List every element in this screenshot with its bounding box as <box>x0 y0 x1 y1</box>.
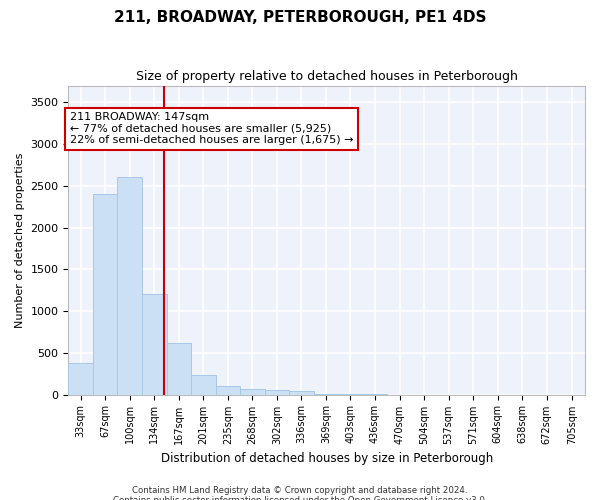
Bar <box>240 389 265 394</box>
Bar <box>118 178 142 394</box>
Y-axis label: Number of detached properties: Number of detached properties <box>15 152 25 328</box>
Text: 211, BROADWAY, PETERBOROUGH, PE1 4DS: 211, BROADWAY, PETERBOROUGH, PE1 4DS <box>114 10 486 25</box>
Bar <box>93 194 118 394</box>
Bar <box>215 386 240 394</box>
Bar <box>289 391 314 394</box>
X-axis label: Distribution of detached houses by size in Peterborough: Distribution of detached houses by size … <box>161 452 493 465</box>
Bar <box>191 374 215 394</box>
Text: Contains HM Land Registry data © Crown copyright and database right 2024.: Contains HM Land Registry data © Crown c… <box>132 486 468 495</box>
Text: 211 BROADWAY: 147sqm
← 77% of detached houses are smaller (5,925)
22% of semi-de: 211 BROADWAY: 147sqm ← 77% of detached h… <box>70 112 353 146</box>
Title: Size of property relative to detached houses in Peterborough: Size of property relative to detached ho… <box>136 70 518 83</box>
Bar <box>142 294 167 394</box>
Bar <box>68 363 93 394</box>
Bar <box>167 343 191 394</box>
Bar <box>265 390 289 394</box>
Text: Contains public sector information licensed under the Open Government Licence v3: Contains public sector information licen… <box>113 496 487 500</box>
